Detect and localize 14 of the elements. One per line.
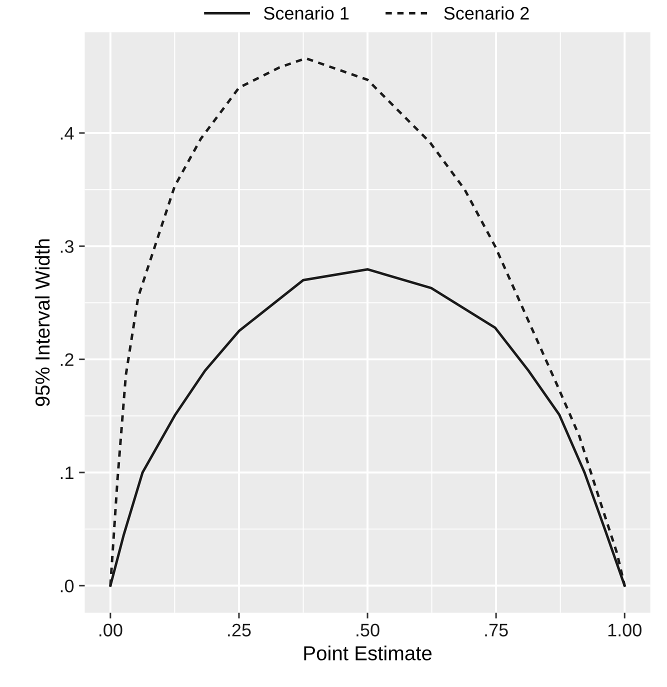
y-axis-title: 95% Interval Width (34, 239, 50, 406)
y-tick-label: .3 (60, 240, 74, 253)
legend-label: Scenario 2 (444, 6, 529, 20)
legend-label: Scenario 1 (264, 6, 349, 20)
y-tick-label: .4 (60, 127, 74, 140)
y-tick-label: .2 (60, 353, 74, 366)
x-tick-label: .00 (100, 624, 122, 636)
y-tick-label: .1 (60, 466, 74, 480)
y-tick-label: .0 (60, 580, 74, 592)
x-tick-label: .25 (228, 624, 251, 636)
x-tick-label: .75 (485, 624, 508, 636)
x-tick-label: 1.00 (608, 624, 642, 636)
x-axis-title: Point Estimate (304, 646, 432, 660)
x-tick-label: .50 (356, 624, 380, 636)
